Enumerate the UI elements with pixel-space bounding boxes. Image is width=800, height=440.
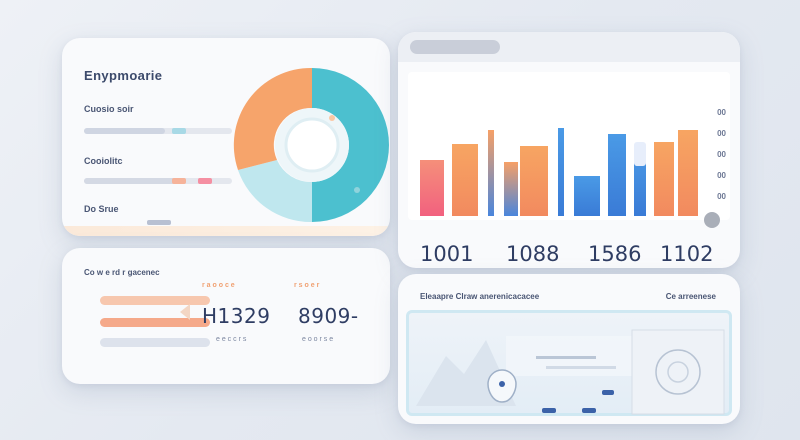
stats-row-1 bbox=[100, 296, 210, 305]
donut-dot-2 bbox=[354, 187, 360, 193]
globe-inner bbox=[667, 361, 689, 383]
overview-chip-1 bbox=[172, 128, 186, 134]
donut-segment-orange bbox=[233, 67, 312, 170]
overview-label-2: Cooiolitc bbox=[84, 156, 123, 166]
map-illustration bbox=[416, 329, 725, 415]
kpi-1-value: H1329 bbox=[202, 304, 271, 328]
bar-chart bbox=[420, 128, 698, 216]
bar-value-2: 1088 bbox=[506, 242, 560, 266]
bar-tick-0: 00 bbox=[717, 108, 726, 117]
donut-chart bbox=[233, 67, 389, 223]
bar-8 bbox=[608, 134, 626, 216]
status-dot[interactable] bbox=[704, 212, 720, 228]
stats-caret bbox=[180, 304, 190, 320]
overview-bar-2 bbox=[84, 178, 232, 184]
bar-chart-card: 00 00 00 00 00 1001 1088 1586 1102 bbox=[398, 32, 740, 268]
bar-tick-1: 00 bbox=[717, 129, 726, 138]
kpi-2-value: 8909- bbox=[298, 304, 359, 328]
bar-3 bbox=[488, 130, 494, 216]
stats-card: Co w e rd r gacenec r a o o c e H1329 e … bbox=[62, 248, 390, 384]
globe-icon bbox=[655, 349, 701, 395]
stats-row-2 bbox=[100, 318, 210, 327]
overview-bar-1 bbox=[84, 128, 232, 134]
overview-chip-2a bbox=[172, 178, 186, 184]
bar-4 bbox=[504, 162, 518, 216]
overview-bar-2-fill bbox=[84, 178, 176, 184]
bar-10 bbox=[654, 142, 674, 216]
overview-chip-2b bbox=[198, 178, 212, 184]
donut-segment-lightteal bbox=[238, 160, 312, 223]
bar-card-header bbox=[398, 32, 740, 62]
bar-value-4: 1102 bbox=[660, 242, 714, 266]
bar-11 bbox=[678, 130, 698, 216]
map-line-2 bbox=[546, 366, 616, 369]
stats-row-3 bbox=[100, 338, 210, 347]
overview-title: Enypmoarie bbox=[84, 68, 163, 83]
overview-card: Enypmoarie Cuosio soir Cooiolitc Do Srue bbox=[62, 38, 390, 236]
map-title: Eleaapre Clraw anerenicacacee bbox=[420, 292, 540, 301]
kpi-1-label: r a o o c e bbox=[202, 282, 235, 289]
map-card: Eleaapre Clraw anerenicacacee Ce arreene… bbox=[398, 274, 740, 424]
donut-dot-1 bbox=[329, 115, 335, 121]
donut-segment-teal bbox=[312, 68, 389, 222]
bar-value-1: 1001 bbox=[420, 242, 474, 266]
map-marker-2 bbox=[582, 408, 596, 413]
stats-title: Co w e rd r gacenec bbox=[84, 268, 160, 277]
overview-accent-strip bbox=[62, 226, 390, 236]
bar-1 bbox=[420, 160, 444, 216]
overview-label-3: Do Srue bbox=[84, 204, 119, 214]
location-pin-center bbox=[499, 381, 505, 387]
bar-card-header-pill bbox=[410, 40, 500, 54]
bar-value-3: 1586 bbox=[588, 242, 642, 266]
map-right-label: Ce arreenese bbox=[665, 292, 716, 301]
kpi-2-sub: e o o r s e bbox=[302, 336, 334, 343]
map-marker-1 bbox=[542, 408, 556, 413]
overview-label-1: Cuosio soir bbox=[84, 104, 134, 114]
bar-5 bbox=[520, 146, 548, 216]
donut-inner-ring bbox=[284, 117, 340, 173]
overview-bar-1-fill bbox=[84, 128, 166, 134]
map-line-1 bbox=[536, 356, 596, 359]
bar-7 bbox=[574, 176, 600, 216]
bar-tick-3: 00 bbox=[717, 171, 726, 180]
bar-6 bbox=[558, 128, 564, 216]
bar-2 bbox=[452, 144, 478, 216]
kpi-2-label: r s o e r bbox=[294, 282, 320, 289]
map-marker-3 bbox=[602, 390, 614, 395]
bar-chart-ticks: 00 00 00 00 00 bbox=[717, 102, 726, 207]
kpi-1-sub: e e c c r s bbox=[216, 336, 247, 343]
map-globe-card bbox=[631, 329, 725, 415]
bar-tick-2: 00 bbox=[717, 150, 726, 159]
bar-tick-4: 00 bbox=[717, 192, 726, 201]
overview-mini-bar bbox=[147, 220, 171, 225]
bar-marker bbox=[634, 142, 646, 166]
